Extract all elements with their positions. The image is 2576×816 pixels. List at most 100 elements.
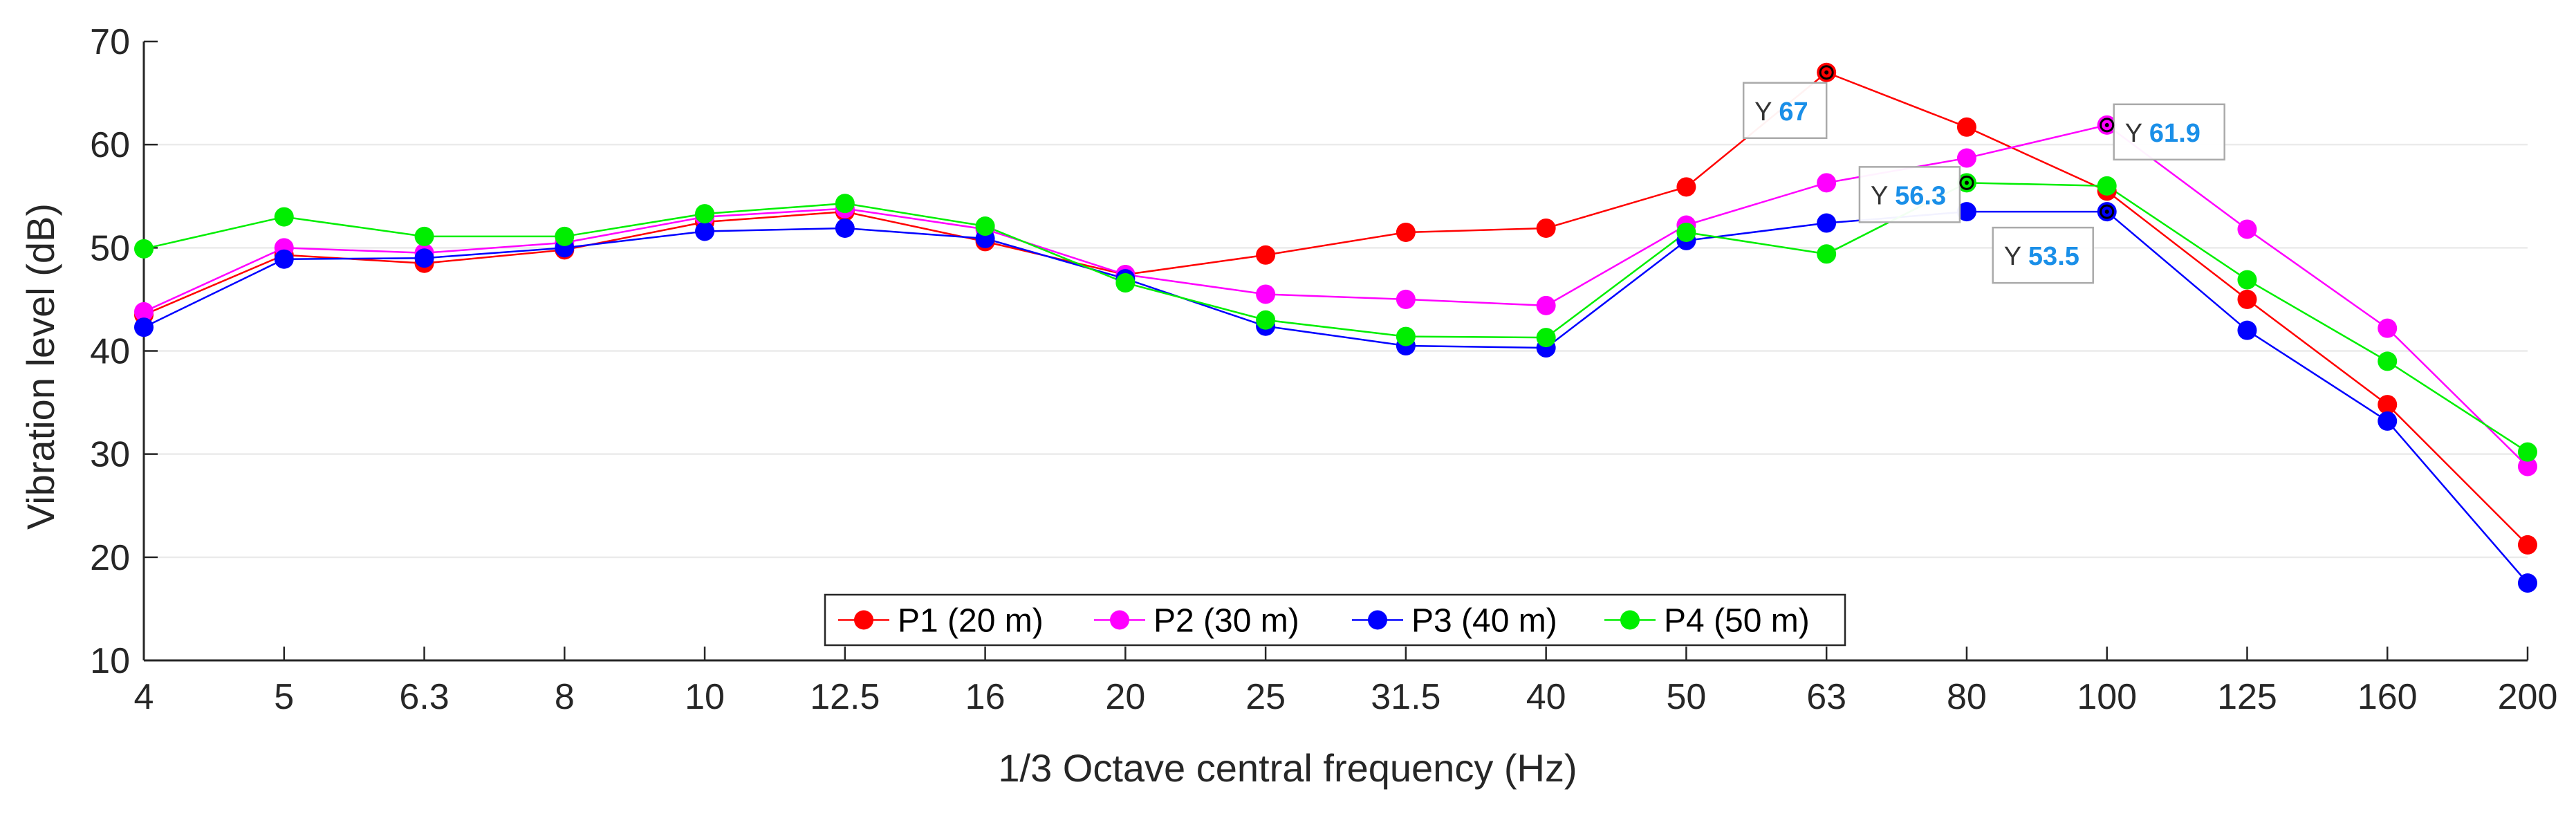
x-tick-label: 25: [1245, 677, 1286, 717]
data-point-p3: [2378, 411, 2398, 431]
data-point-p2: [1956, 148, 1976, 168]
datatip[interactable]: Y 67: [1742, 65, 1834, 139]
data-point-p2: [2237, 219, 2257, 239]
x-tick-label: 125: [2217, 677, 2277, 717]
datatip-text: Y 61.9: [2125, 119, 2200, 148]
data-point-p1: [2378, 395, 2398, 415]
datatip-box: [1992, 226, 2094, 284]
series-line-p1: [143, 71, 2528, 546]
y-tick-label: 20: [90, 538, 130, 578]
data-point-p2: [1256, 284, 1276, 304]
datatip-label: Y: [1754, 98, 1779, 127]
datatip-value: 61.9: [2149, 119, 2200, 148]
x-tick-label: 200: [2498, 677, 2558, 717]
datatip-label: Y: [2004, 242, 2028, 271]
datatip-marker: [1819, 65, 1834, 80]
x-tick-label: 5: [274, 677, 294, 717]
x-tick-label: 10: [685, 677, 725, 717]
legend-marker: [1368, 610, 1387, 630]
x-tick-label: 4: [134, 677, 154, 717]
legend-label: P1 (20 m): [898, 603, 1044, 640]
legend-entry-p3: P3 (40 m): [1352, 603, 1557, 640]
data-point-p3: [2237, 320, 2257, 340]
legend-entry-p1: P1 (20 m): [838, 603, 1044, 640]
datatip-marker: [2100, 118, 2115, 133]
series-line-p3: [143, 210, 2528, 584]
datatip-marker-dot: [1824, 70, 1829, 75]
x-tick-label: 100: [2077, 677, 2137, 717]
x-axis-label: 1/3 Octave central frequency (Hz): [998, 746, 1577, 790]
datatip-text: Y 56.3: [1871, 181, 1946, 210]
data-point-p2: [1396, 289, 1416, 309]
y-tick-label: 60: [90, 125, 130, 165]
data-point-p3: [274, 249, 294, 269]
data-point-p4: [1676, 222, 1696, 242]
data-point-p1: [1536, 218, 1556, 238]
data-point-p4: [134, 239, 154, 259]
x-tick-label: 160: [2357, 677, 2418, 717]
x-tick-label: 8: [555, 677, 575, 717]
data-point-p4: [1396, 326, 1416, 346]
x-tick-label: 12.5: [810, 677, 880, 717]
datatip-box: [1858, 166, 1961, 223]
data-point-p4: [1115, 273, 1136, 293]
legend-entry-p2: P2 (30 m): [1094, 603, 1299, 640]
legend-label: P4 (50 m): [1664, 603, 1810, 640]
data-point-p2: [1536, 295, 1556, 315]
data-point-p2: [1817, 173, 1837, 193]
data-point-p4: [2097, 176, 2117, 196]
data-point-p4: [975, 216, 995, 237]
datatip[interactable]: Y 56.3: [1858, 166, 1974, 223]
data-point-p1: [1396, 222, 1416, 242]
data-point-p4: [695, 204, 715, 224]
series-line-p4: [143, 182, 2528, 453]
y-tick-label: 10: [90, 641, 130, 681]
data-point-p2: [2378, 318, 2398, 338]
datatip-marker: [2100, 204, 2115, 219]
datatip-marker: [1959, 175, 1974, 190]
data-point-p4: [2518, 442, 2537, 462]
data-point-p4: [1536, 328, 1556, 348]
data-point-p3: [414, 248, 434, 268]
data-point-p3: [2518, 573, 2537, 593]
data-point-p1: [1956, 117, 1976, 137]
datatip-text: Y 67: [1754, 98, 1808, 127]
datatip-marker-dot: [1964, 180, 1969, 185]
data-point-p4: [414, 226, 434, 246]
x-tick-label: 20: [1105, 677, 1145, 717]
data-point-p4: [274, 207, 294, 227]
datatip-marker-dot: [2104, 122, 2109, 127]
datatip[interactable]: Y 53.5: [1992, 204, 2115, 284]
data-point-p2: [2518, 456, 2537, 476]
data-point-p3: [695, 221, 715, 241]
legend-marker: [1620, 610, 1640, 630]
data-point-p4: [835, 194, 855, 214]
data-point-p4: [1817, 244, 1837, 264]
data-point-p3: [1956, 202, 1976, 222]
data-point-p3: [134, 317, 154, 337]
data-point-p3: [1817, 213, 1837, 233]
data-point-p3: [835, 218, 855, 238]
data-point-p1: [2237, 289, 2257, 309]
data-point-p1: [2518, 535, 2537, 555]
x-tick-label: 16: [965, 677, 1006, 717]
x-tick-label: 80: [1947, 677, 1987, 717]
x-tick-label: 6.3: [399, 677, 449, 717]
legend-entry-p4: P4 (50 m): [1604, 603, 1810, 640]
y-axis-label: Vibration level (dB): [19, 203, 62, 530]
data-point-p4: [555, 226, 575, 246]
legend-label: P2 (30 m): [1153, 603, 1299, 640]
datatip-value: 67: [1779, 98, 1808, 127]
legend-marker: [1110, 610, 1129, 630]
data-point-p4: [2237, 270, 2257, 290]
x-tick-label: 40: [1526, 677, 1566, 717]
datatip[interactable]: Y 61.9: [2100, 103, 2225, 161]
y-tick-label: 50: [90, 228, 130, 268]
datatip-box: [1742, 82, 1828, 139]
datatip-marker-dot: [2104, 210, 2109, 214]
y-tick-label: 40: [90, 332, 130, 372]
datatip-text: Y 53.5: [2004, 242, 2079, 271]
legend-box: [824, 593, 1846, 647]
data-point-p1: [1256, 245, 1276, 265]
